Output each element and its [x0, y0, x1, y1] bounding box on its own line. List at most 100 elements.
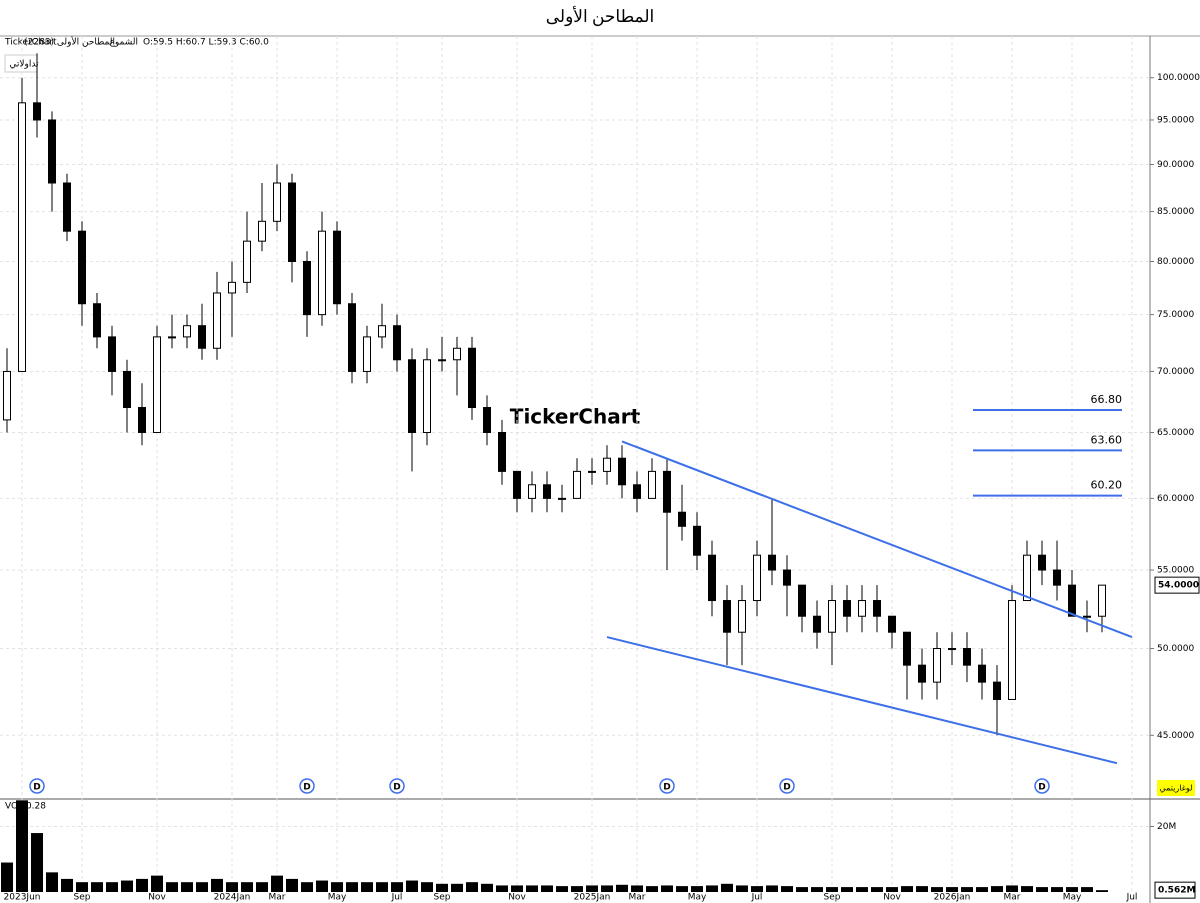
volume-bar: [46, 872, 58, 892]
x-tick-label: Nov: [508, 893, 526, 903]
dividend-label: D: [1038, 783, 1045, 793]
candle-body: [663, 470, 671, 513]
dividend-label: D: [303, 783, 310, 793]
y-tick-label: 70.0000: [1157, 367, 1194, 377]
volume-bar: [901, 886, 913, 892]
candle-body: [333, 230, 341, 305]
candle-body: [843, 600, 851, 617]
candle-body: [123, 370, 131, 409]
scale-badge[interactable]: [1157, 780, 1195, 796]
y-tick-label: 60.0000: [1157, 494, 1194, 504]
volume-bar: [1051, 887, 1063, 892]
dividend-marker: [389, 778, 405, 794]
y-tick-label: 20M: [1157, 822, 1176, 832]
candle-body: [378, 325, 386, 338]
scale-label[interactable]: لوغاريتمي: [1160, 784, 1193, 793]
candle-body: [798, 584, 806, 617]
dividend-label: D: [33, 783, 40, 793]
x-tick-label: Jul: [1126, 893, 1138, 903]
ohlc-readout: O:59.5 H:60.7 L:59.3 C:60.0: [143, 38, 269, 48]
volume-bar: [1081, 887, 1093, 892]
volume-bar: [1096, 890, 1108, 892]
candle-body: [198, 325, 206, 349]
volume-bar: [61, 878, 73, 892]
volume-bar: [451, 883, 463, 892]
symbol: المطاحن الأولى (2283): [24, 36, 115, 48]
dividend-marker: [29, 778, 45, 794]
x-tick-label: Nov: [148, 893, 166, 903]
candle-body: [768, 554, 776, 571]
y-tick-label: 45.0000: [1157, 731, 1194, 741]
candle-body: [288, 182, 296, 262]
candle-body: [483, 407, 491, 433]
y-tick-label: 90.0000: [1157, 160, 1194, 170]
volume-bar: [946, 887, 958, 892]
candle-body: [603, 457, 611, 472]
volume-bar: [736, 885, 748, 892]
volume-bar: [121, 880, 133, 892]
volume-bar: [166, 882, 178, 892]
candle-body: [753, 554, 761, 602]
volume-bar: [751, 886, 763, 892]
volume-bar: [466, 882, 478, 892]
my-trades-button[interactable]: تداولاتي: [9, 60, 39, 70]
candle-body: [183, 325, 191, 338]
volume-bar: [1036, 887, 1048, 892]
chart-style: الشموع: [110, 38, 139, 48]
x-tick-label: May: [1063, 893, 1082, 903]
candle-body: [423, 359, 431, 433]
x-tick-label: Jul: [751, 893, 763, 903]
x-tick-label: Sep: [74, 893, 91, 903]
dividend-label: D: [783, 783, 790, 793]
candle-body: [408, 359, 416, 433]
volume-bar: [331, 882, 343, 892]
volume-bar: [406, 880, 418, 892]
candle-body: [453, 347, 461, 361]
volume-bar: [661, 885, 673, 892]
volume-bar: [556, 886, 568, 892]
volume-bar: [526, 885, 538, 892]
watermark: TickerChart: [510, 405, 641, 429]
candle-body: [258, 220, 266, 242]
volume-bar: [511, 885, 523, 892]
candle-body: [618, 457, 626, 486]
volume-bar: [16, 800, 28, 892]
candle-body: [78, 230, 86, 305]
volume-bar: [706, 885, 718, 892]
volume-bar: [391, 882, 403, 892]
candle-body: [213, 292, 221, 349]
candle-body: [1083, 615, 1091, 618]
candle-body: [963, 648, 971, 666]
candle-body: [558, 497, 566, 500]
volume-bar: [616, 884, 628, 892]
volume-bar: [916, 886, 928, 892]
candle-body: [543, 484, 551, 499]
candle-body: [1053, 569, 1061, 586]
x-tick-label: Mar: [1004, 893, 1021, 903]
volume-bar: [931, 887, 943, 892]
candle-body: [873, 600, 881, 617]
x-tick-label: Nov: [883, 893, 901, 903]
volume-bar: [136, 878, 148, 892]
candle-body: [303, 260, 311, 316]
volume-bar: [151, 875, 163, 892]
candle-body: [918, 664, 926, 683]
volume-bar: [76, 882, 88, 892]
last-volume-label: 0.562M: [1158, 886, 1195, 896]
volume-bar: [286, 878, 298, 892]
candle-body: [708, 554, 716, 602]
volume-bar: [961, 887, 973, 892]
volume-bar: [796, 887, 808, 892]
candle-body: [138, 407, 146, 433]
candle-body: [678, 511, 686, 527]
last-price-tag: [1154, 576, 1200, 594]
candle-body: [1023, 554, 1031, 602]
x-tick-label: Sep: [434, 893, 451, 903]
candle-body: [393, 325, 401, 361]
candle-body: [48, 119, 56, 184]
x-tick-label: Jul: [391, 893, 403, 903]
candle-body: [468, 347, 476, 409]
volume-bar: [241, 882, 253, 892]
candle-body: [693, 525, 701, 556]
dividend-label: D: [663, 783, 670, 793]
